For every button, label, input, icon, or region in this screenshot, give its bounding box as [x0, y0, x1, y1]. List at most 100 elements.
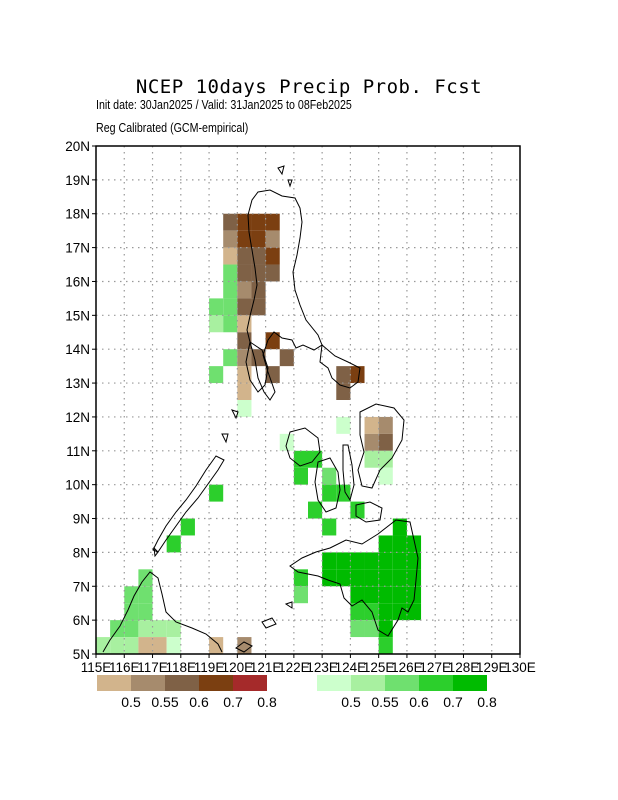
legend-swatch — [385, 675, 419, 691]
lat-tick-label: 5N — [73, 647, 90, 662]
lat-tick-label: 10N — [65, 478, 90, 493]
prob-cell — [237, 366, 252, 384]
prob-cell — [406, 603, 422, 621]
prob-cell — [350, 586, 365, 604]
prob-cell — [336, 552, 351, 570]
prob-cell — [392, 569, 407, 587]
prob-cell — [406, 569, 422, 587]
prob-cell — [251, 213, 266, 231]
legend-label: 0.7 — [223, 694, 243, 710]
legend-dry: 0.5 0.55 0.6 0.7 0.8 — [97, 675, 277, 710]
longitude-labels: 115E116E117E118E119E120E121E122E123E124E… — [81, 654, 536, 675]
prob-cell — [152, 620, 167, 638]
legend-wet: 0.5 0.55 0.6 0.7 0.8 — [317, 675, 497, 710]
prob-cell — [336, 416, 351, 434]
prob-cell — [364, 586, 379, 604]
prob-cell — [237, 383, 252, 400]
prob-cell — [138, 603, 153, 621]
prob-cell — [166, 620, 181, 638]
prob-cell — [237, 264, 252, 282]
lat-tick-label: 14N — [65, 342, 90, 357]
prob-cell — [180, 518, 195, 536]
lat-tick-label: 16N — [65, 274, 90, 289]
lon-tick-label: 129E — [476, 660, 508, 675]
prob-cell — [223, 349, 238, 367]
prob-cell — [350, 603, 365, 621]
lon-tick-label: 115E — [81, 660, 112, 675]
lon-tick-label: 127E — [419, 660, 451, 675]
bicol-coast — [319, 344, 361, 389]
prob-cell — [392, 586, 407, 604]
lon-tick-label: 119E — [194, 660, 225, 675]
negros-coast — [314, 457, 341, 513]
prob-cell — [364, 433, 379, 451]
prob-cell — [209, 298, 224, 316]
prob-cell — [378, 603, 393, 621]
lat-tick-label: 20N — [65, 139, 90, 154]
palawan-coast — [152, 455, 225, 553]
prob-cell — [223, 213, 238, 231]
prob-cell — [322, 552, 337, 570]
prob-cell — [223, 230, 238, 248]
prob-cell — [364, 450, 379, 468]
prob-cell — [392, 552, 407, 570]
legend-label: 0.6 — [409, 694, 429, 710]
lon-tick-label: 126E — [391, 660, 423, 675]
lat-tick-label: 18N — [65, 207, 90, 222]
prob-cell — [138, 637, 153, 654]
lon-tick-label: 128E — [448, 660, 480, 675]
lat-lon-grid — [96, 146, 520, 654]
prob-cell — [237, 332, 252, 350]
prob-cell — [392, 603, 407, 621]
sulu-islands — [235, 601, 293, 653]
prob-cell — [392, 535, 407, 553]
prob-cell — [308, 450, 323, 468]
prob-cell — [279, 349, 294, 367]
prob-cell — [378, 637, 393, 654]
panay-coast — [285, 427, 321, 467]
prob-cell — [124, 586, 139, 604]
prob-cell — [364, 552, 379, 570]
prob-cell — [96, 637, 111, 654]
prob-cell — [336, 569, 351, 587]
legend-label: 0.6 — [189, 694, 209, 710]
prob-cell — [237, 637, 252, 654]
borneo-coast — [102, 571, 223, 653]
prob-cell — [237, 349, 252, 367]
prob-cell — [265, 366, 280, 384]
lat-tick-label: 6N — [73, 613, 90, 628]
legend-label: 0.55 — [151, 694, 178, 710]
lat-tick-label: 19N — [65, 173, 90, 188]
prob-cell — [209, 315, 224, 333]
legend-swatch — [419, 675, 453, 691]
forecast-dates: Init date: 30Jan2025 / Valid: 31Jan2025 … — [96, 97, 352, 112]
prob-cell — [406, 535, 422, 553]
legend-label: 0.55 — [371, 694, 398, 710]
legend-swatch — [199, 675, 233, 691]
legend-swatch — [453, 675, 487, 691]
luzon-coast — [246, 189, 323, 401]
mindanao-coast — [289, 519, 419, 637]
lat-tick-label: 17N — [65, 241, 90, 256]
lon-tick-label: 123E — [306, 660, 338, 675]
legend-swatch — [317, 675, 351, 691]
legend-swatch — [131, 675, 165, 691]
prob-cell — [251, 281, 266, 299]
prob-cell — [293, 467, 308, 485]
prob-cell — [166, 637, 181, 654]
legend-label: 0.5 — [341, 694, 361, 710]
prob-cell — [223, 264, 238, 282]
prob-cell — [237, 298, 252, 316]
legend-label: 0.5 — [121, 694, 141, 710]
lat-tick-label: 15N — [65, 308, 90, 323]
prob-cell — [364, 569, 379, 587]
prob-cell — [166, 535, 181, 553]
small-islands — [153, 409, 239, 558]
prob-cell — [251, 298, 266, 316]
lon-tick-label: 125E — [363, 660, 395, 675]
prob-cell — [237, 281, 252, 299]
prob-cell — [350, 620, 365, 638]
prob-cell — [350, 501, 365, 519]
lon-tick-label: 124E — [335, 660, 367, 675]
prob-cell — [223, 247, 238, 265]
